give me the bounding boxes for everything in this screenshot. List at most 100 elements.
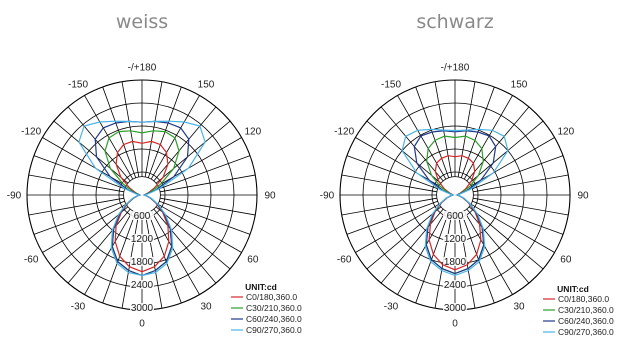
angle-tick-label: 60: [560, 255, 572, 266]
grid-spoke: [472, 200, 564, 235]
grid-spoke: [366, 120, 442, 184]
grid-spoke: [33, 200, 125, 235]
grid-spoke: [397, 210, 447, 295]
angle-tick-label: -90: [320, 191, 335, 202]
grid-spoke: [42, 203, 127, 253]
grid-spoke: [150, 210, 200, 295]
radial-label-bg: [443, 257, 467, 266]
grid-spoke: [53, 206, 129, 270]
grid-spoke: [121, 81, 140, 177]
legend-entry: C90/270,360.0: [558, 327, 614, 337]
radial-label-bg: [130, 303, 154, 312]
grid-spoke: [153, 208, 217, 284]
angle-tick-label: 0: [452, 319, 458, 330]
radial-tick-label: 3000: [444, 303, 467, 314]
intensity-curve: [78, 120, 206, 277]
grid-ring: [123, 176, 161, 214]
legend-entry: C30/210,360.0: [558, 305, 614, 315]
legend-entry: C60/240,360.0: [246, 314, 302, 324]
radial-label-bg: [130, 234, 154, 243]
angle-tick-label: -60: [24, 255, 39, 266]
grid-spoke: [102, 86, 137, 178]
intensity-curve: [401, 128, 509, 277]
angle-tick-label: 90: [577, 191, 589, 202]
grid-spoke: [434, 81, 453, 177]
grid-spoke: [397, 95, 447, 180]
radial-label-bg: [130, 257, 154, 266]
angle-tick-label: -150: [381, 80, 401, 91]
grid-spoke: [67, 106, 131, 182]
grid-spoke: [155, 120, 231, 184]
angle-tick-label: -30: [384, 301, 399, 312]
radial-tick-label: 1200: [444, 234, 467, 245]
legend: UNIT:cd C0/180,360.0C30/210,360.0C60/240…: [543, 284, 614, 337]
unit-label: UNIT:cd: [245, 282, 277, 292]
grid-spoke: [346, 200, 438, 235]
angle-tick-label: -120: [334, 127, 354, 138]
grid-spoke: [160, 197, 256, 216]
chart-title: weiss: [116, 11, 168, 33]
radial-tick-label: 2400: [131, 280, 154, 291]
grid-spoke: [366, 206, 442, 270]
radial-label-bg: [130, 280, 154, 289]
grid-spoke: [463, 95, 513, 180]
radial-tick-label: 1800: [131, 257, 154, 268]
grid-spoke: [470, 203, 555, 253]
angle-tick-label: 0: [139, 319, 145, 330]
grid-spoke: [28, 174, 124, 193]
grid-spoke: [466, 106, 530, 182]
grid-spoke: [28, 197, 124, 216]
radial-tick-label: 1200: [131, 234, 154, 245]
grid-spoke: [102, 212, 137, 304]
grid-spoke: [457, 81, 476, 177]
grid-spoke: [473, 197, 569, 216]
grid-ring: [436, 176, 474, 214]
angle-tick-label: 150: [511, 80, 528, 91]
grid-spoke: [355, 203, 440, 253]
angle-tick-label: -120: [21, 127, 41, 138]
legend-entry: C30/210,360.0: [246, 303, 302, 313]
radial-label-bg: [443, 211, 467, 220]
polar-grid: [339, 79, 571, 311]
grid-spoke: [67, 208, 131, 284]
angle-tick-labels: -/+180 150 120 90 60 30 0 -30 -60 -90 -120 -150: [7, 63, 276, 330]
legend-entry: C0/180,360.0: [246, 292, 297, 302]
grid-spoke: [160, 174, 256, 193]
grid-spoke: [380, 106, 444, 182]
radial-tick-label: 1800: [444, 257, 467, 268]
legend: UNIT:cd C0/180,360.0C30/210,360.0C60/240…: [231, 282, 302, 335]
angle-tick-label: -150: [68, 80, 88, 91]
radial-tick-label: 600: [134, 211, 151, 222]
legend-entry: C60/240,360.0: [558, 316, 614, 326]
grid-spoke: [473, 174, 569, 193]
grid-spoke: [157, 203, 242, 253]
unit-label: UNIT:cd: [557, 284, 589, 294]
grid-spoke: [84, 210, 134, 295]
angle-tick-label: -30: [71, 301, 86, 312]
grid-spoke: [415, 212, 450, 304]
grid-spoke: [472, 155, 564, 190]
grid-spoke: [460, 212, 495, 304]
angle-tick-labels: -/+180 150 120 90 60 30 0 -30 -60 -90 -120 -150: [320, 63, 589, 330]
grid-spoke: [468, 206, 544, 270]
angle-tick-label: 60: [247, 255, 259, 266]
grid-spoke: [380, 208, 444, 284]
grid-spoke: [33, 155, 125, 190]
radial-tick-labels: 600 1200 1800 2400 3000: [130, 211, 154, 314]
grid-spoke: [144, 81, 163, 177]
grid-spoke: [346, 155, 438, 190]
grid-spoke: [470, 137, 555, 187]
radial-label-bg: [443, 280, 467, 289]
grid-spoke: [159, 155, 251, 190]
grid-spoke: [155, 206, 231, 270]
radial-label-bg: [130, 211, 154, 220]
grid-spoke: [84, 95, 134, 180]
angle-tick-label: -/+180: [441, 63, 470, 74]
angle-tick-label: 150: [198, 80, 215, 91]
radial-tick-label: 2400: [444, 280, 467, 291]
grid-spoke: [153, 106, 217, 182]
chart-title: schwarz: [416, 11, 493, 33]
